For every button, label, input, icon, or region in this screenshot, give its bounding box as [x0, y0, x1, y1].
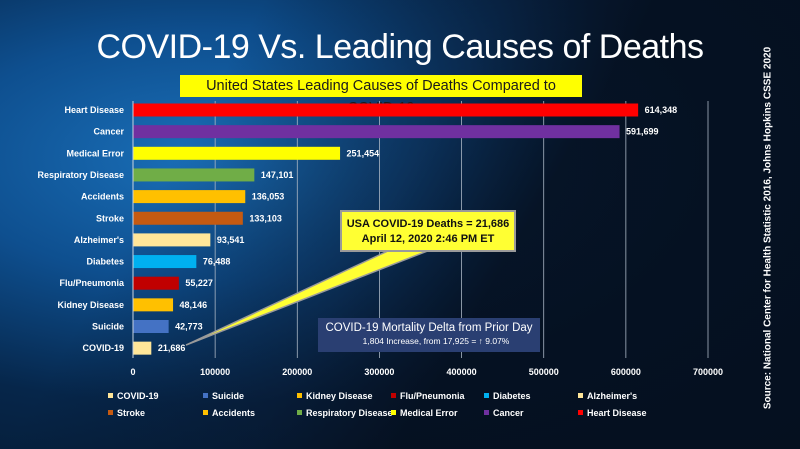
x-axis-ticks: 0 100000 200000 300000 400000 500000 600000 700…: [130, 367, 723, 377]
category-label: Heart Disease: [64, 105, 124, 115]
category-label: Accidents: [81, 192, 124, 202]
page-title: COVID-19 Vs. Leading Causes of Deaths: [96, 28, 704, 66]
legend-item: Heart Disease: [587, 408, 647, 418]
legend-swatch: [108, 393, 113, 398]
bar: [133, 190, 246, 204]
legend-swatch: [578, 410, 583, 415]
bar: [133, 211, 243, 225]
callout-line-2: April 12, 2020 2:46 PM ET: [361, 233, 495, 245]
legend: COVID-19 Suicide Kidney Disease Flu/Pneumon…: [108, 391, 647, 418]
value-label: 133,103: [249, 213, 282, 223]
legend-swatch: [484, 410, 489, 415]
chart-subtitle: United States Leading Causes of Deaths C…: [180, 75, 582, 116]
bar: [133, 233, 211, 247]
bar: [133, 125, 620, 139]
bar: [133, 276, 179, 290]
bar: [133, 168, 255, 182]
x-tick-label: 100000: [200, 367, 230, 377]
legend-item: Suicide: [212, 391, 244, 401]
bar: [133, 103, 639, 117]
bar: [133, 298, 174, 312]
value-label: 48,146: [180, 300, 208, 310]
covid-deaths-callout: USA COVID-19 Deaths = 21,686 April 12, 2…: [340, 210, 516, 252]
legend-swatch: [108, 410, 113, 415]
legend-item: Kidney Disease: [306, 391, 373, 401]
category-label: Kidney Disease: [57, 300, 124, 310]
bar: [133, 255, 197, 269]
legend-swatch: [484, 393, 489, 398]
category-label: Medical Error: [66, 148, 124, 158]
legend-swatch: [203, 393, 208, 398]
category-label: Alzheimer's: [74, 235, 124, 245]
legend-swatch: [391, 410, 396, 415]
x-tick-label: 400000: [447, 367, 477, 377]
x-tick-label: 0: [130, 367, 135, 377]
value-label: 136,053: [252, 192, 285, 202]
x-tick-label: 700000: [693, 367, 723, 377]
value-label: 251,454: [347, 148, 380, 158]
legend-item: Cancer: [493, 408, 524, 418]
category-label: Cancer: [93, 127, 124, 137]
legend-item: Medical Error: [400, 408, 458, 418]
mortality-delta-box: COVID-19 Mortality Delta from Prior Day …: [318, 318, 540, 352]
bar: [133, 341, 152, 355]
value-label: 147,101: [261, 170, 294, 180]
value-label: 21,686: [158, 343, 186, 353]
category-label: COVID-19: [82, 343, 124, 353]
delta-detail: 1,804 Increase, from 17,925 = ↑ 9.07%: [362, 336, 510, 346]
bars: Heart Disease 614,348 Cancer 591,699 Medical…: [37, 103, 678, 355]
legend-item: COVID-19: [117, 391, 159, 401]
legend-item: Accidents: [212, 408, 255, 418]
legend-swatch: [297, 410, 302, 415]
legend-item: Flu/Pneumonia: [400, 391, 465, 401]
value-label: 93,541: [217, 235, 245, 245]
legend-item: Alzheimer's: [587, 391, 637, 401]
value-label: 614,348: [645, 105, 678, 115]
x-tick-label: 600000: [611, 367, 641, 377]
delta-title: COVID-19 Mortality Delta from Prior Day: [325, 322, 533, 334]
category-label: Respiratory Disease: [37, 170, 124, 180]
legend-item: Diabetes: [493, 391, 531, 401]
x-tick-label: 300000: [364, 367, 394, 377]
category-label: Stroke: [96, 213, 124, 223]
bar: [133, 146, 341, 160]
bar: [133, 320, 169, 333]
callout-line-1: USA COVID-19 Deaths = 21,686: [346, 218, 510, 230]
legend-item: Respiratory Disease: [306, 408, 393, 418]
value-label: 42,773: [175, 322, 203, 332]
x-tick-label: 500000: [529, 367, 559, 377]
category-label: Diabetes: [86, 257, 124, 267]
value-label: 591,699: [626, 127, 659, 137]
x-tick-label: 200000: [282, 367, 312, 377]
category-label: Suicide: [92, 322, 124, 332]
legend-swatch: [578, 393, 583, 398]
category-label: Flu/Pneumonia: [59, 278, 124, 288]
legend-swatch: [391, 393, 396, 398]
value-label: 76,488: [203, 257, 231, 267]
legend-swatch: [203, 410, 208, 415]
legend-swatch: [297, 393, 302, 398]
legend-item: Stroke: [117, 408, 145, 418]
value-label: 55,227: [185, 278, 213, 288]
